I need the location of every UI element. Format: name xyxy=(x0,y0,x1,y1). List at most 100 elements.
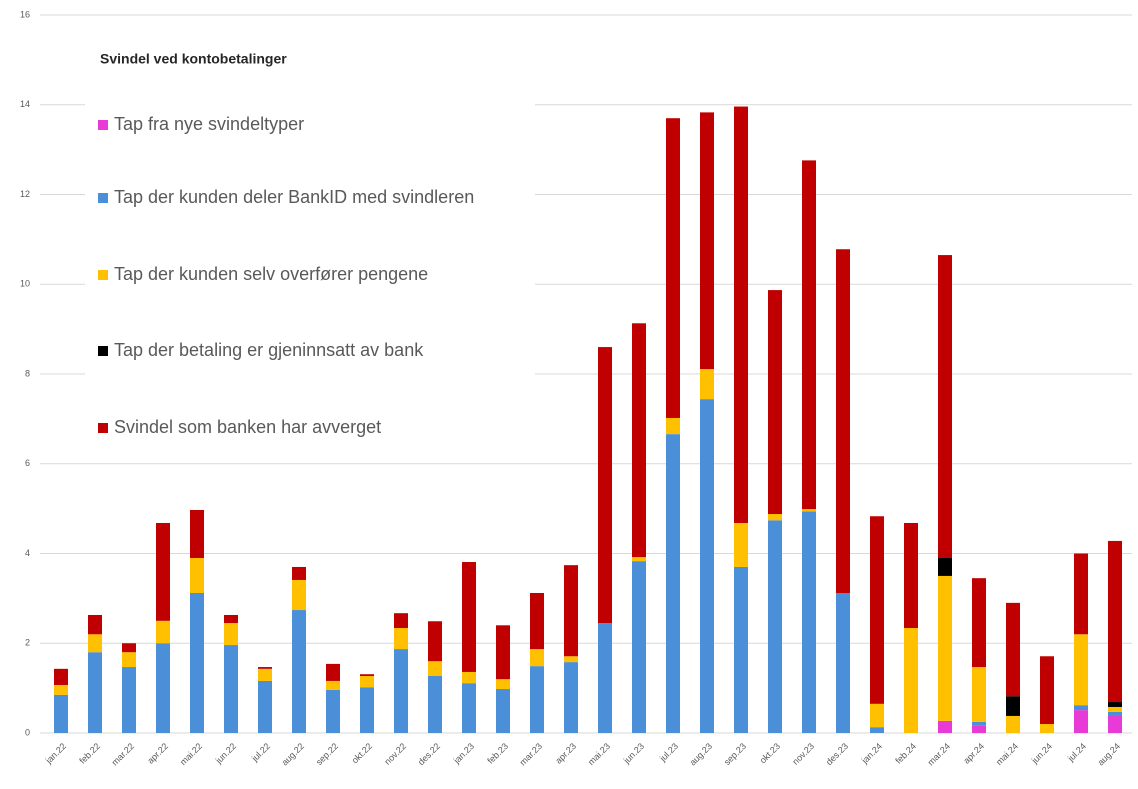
chart-title: Svindel ved kontobetalinger xyxy=(100,51,287,67)
x-tick-label: mai.22 xyxy=(178,741,204,767)
x-tick-label: aug.24 xyxy=(1096,741,1123,768)
x-tick-label: jul.24 xyxy=(1065,741,1088,764)
bar-segment xyxy=(292,610,306,733)
bar-segment xyxy=(54,668,68,685)
bar-segment xyxy=(1006,696,1020,716)
bar-segment xyxy=(632,323,646,558)
bar-segment xyxy=(904,522,918,628)
bar-segment xyxy=(190,509,204,558)
bar-segment xyxy=(156,643,170,733)
x-tick-label: jan.23 xyxy=(451,741,476,766)
bar-segment xyxy=(904,627,918,733)
bar-segment xyxy=(394,649,408,733)
bar-segment xyxy=(326,680,340,690)
bar-segment xyxy=(734,106,748,523)
y-tick-label: 16 xyxy=(20,9,30,19)
bar-segment xyxy=(700,399,714,733)
bar-segment xyxy=(1108,711,1122,716)
bar-segment xyxy=(598,347,612,624)
bar-segment xyxy=(734,522,748,567)
bar-segment xyxy=(1108,715,1122,733)
x-tick-label: nov.23 xyxy=(790,741,816,767)
bar-segment xyxy=(258,680,272,733)
bar-segment xyxy=(938,575,952,721)
bar-segment xyxy=(224,623,238,646)
bar-segment xyxy=(564,662,578,733)
bar-segment xyxy=(496,689,510,733)
bar-segment xyxy=(836,592,850,733)
legend-marker xyxy=(98,346,108,356)
bar-segment xyxy=(1040,656,1054,725)
bar-segment xyxy=(88,614,102,635)
x-tick-label: nov.22 xyxy=(382,741,408,767)
bar-segment xyxy=(666,118,680,418)
legend-marker xyxy=(98,270,108,280)
bar-segment xyxy=(802,511,816,733)
x-tick-label: sep.22 xyxy=(314,741,340,767)
x-tick-label: apr.23 xyxy=(553,741,578,766)
bar-segment xyxy=(88,634,102,653)
bar-segment xyxy=(54,684,68,695)
bar-segment xyxy=(530,649,544,667)
y-tick-label: 4 xyxy=(25,548,30,558)
bar-segment xyxy=(564,565,578,657)
bar-segment xyxy=(870,516,884,704)
bar-segment xyxy=(972,578,986,668)
bar-segment xyxy=(190,557,204,593)
bar-segment xyxy=(734,566,748,733)
x-tick-label: okt.23 xyxy=(758,741,782,765)
y-tick-label: 12 xyxy=(20,189,30,199)
legend-label: Tap der betaling er gjeninnsatt av bank xyxy=(114,340,424,360)
x-tick-label: jan.22 xyxy=(43,741,68,766)
bar-segment xyxy=(258,667,272,669)
bar-segment xyxy=(938,255,952,558)
bar-segment xyxy=(1074,634,1088,706)
bar-segment xyxy=(88,652,102,733)
bar-segment xyxy=(462,683,476,733)
legend-marker xyxy=(98,423,108,433)
x-tick-label: mai.24 xyxy=(994,741,1020,767)
x-tick-label: apr.24 xyxy=(961,741,986,766)
y-tick-label: 6 xyxy=(25,458,30,468)
bar-segment xyxy=(938,557,952,576)
bar-segment xyxy=(360,687,374,733)
bar-segment xyxy=(632,561,646,733)
bar-segment xyxy=(938,720,952,733)
x-tick-label: apr.22 xyxy=(145,741,170,766)
bar-segment xyxy=(326,663,340,681)
bar-segment xyxy=(224,614,238,624)
x-tick-label: jul.23 xyxy=(657,741,680,764)
bar-segment xyxy=(360,674,374,677)
bar-segment xyxy=(1074,710,1088,733)
x-tick-label: okt.22 xyxy=(350,741,374,765)
bar-segment xyxy=(1006,715,1020,733)
bar-segment xyxy=(666,417,680,435)
legend-background xyxy=(85,35,535,455)
bar-segment xyxy=(972,721,986,726)
x-tick-label: feb.24 xyxy=(893,741,918,766)
bar-segment xyxy=(156,620,170,644)
bar-segment xyxy=(1108,702,1122,707)
x-tick-label: aug.23 xyxy=(688,741,715,768)
bar-segment xyxy=(1074,705,1088,711)
bar-segment xyxy=(258,668,272,681)
legend-label: Tap der kunden selv overfører pengene xyxy=(114,264,428,284)
bar-segment xyxy=(768,520,782,733)
bar-segment xyxy=(394,613,408,628)
bar-segment xyxy=(1074,553,1088,635)
x-tick-label: mar.23 xyxy=(518,741,545,768)
x-tick-label: mar.24 xyxy=(926,741,953,768)
y-tick-label: 10 xyxy=(20,279,30,289)
y-tick-label: 2 xyxy=(25,638,30,648)
bar-segment xyxy=(632,557,646,562)
bar-segment xyxy=(1006,602,1020,697)
bar-segment xyxy=(598,623,612,733)
bar-segment xyxy=(972,725,986,733)
bar-segment xyxy=(326,689,340,733)
bar-segment xyxy=(224,645,238,733)
bar-segment xyxy=(700,369,714,400)
bar-segment xyxy=(428,661,442,677)
bar-segment xyxy=(360,676,374,688)
bar-segment xyxy=(496,679,510,690)
